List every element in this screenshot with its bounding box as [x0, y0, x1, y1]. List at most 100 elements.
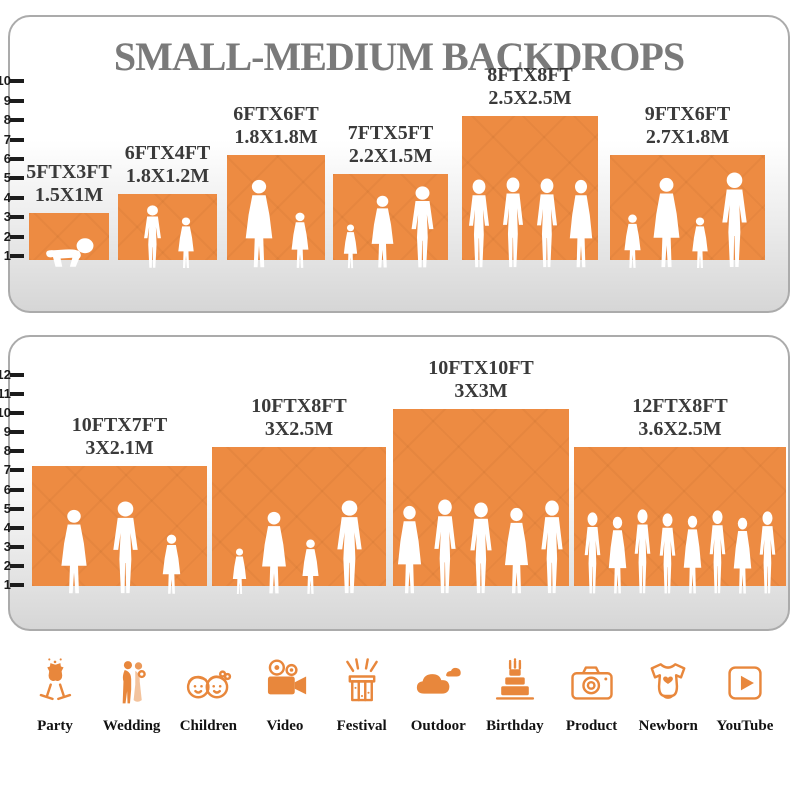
person-silhouette — [624, 214, 641, 268]
people-silhouettes — [32, 501, 207, 595]
backdrop-size-label: 10FTX10FT 3X3M — [428, 357, 534, 404]
person-silhouette — [541, 500, 563, 594]
person-silhouette — [659, 513, 676, 594]
person-silhouette — [692, 217, 708, 268]
wedding-icon — [122, 661, 146, 704]
size-ft-label: 10FTX7FT — [71, 413, 168, 436]
size-m-label: 2.2X1.5M — [348, 145, 433, 168]
backdrop-size-label: 10FTX8FT 3X2.5M — [251, 395, 347, 442]
people-silhouettes — [118, 205, 217, 269]
category-party: Party — [18, 657, 92, 735]
ruler-number: 1 — [3, 577, 11, 592]
person-silhouette — [60, 509, 87, 594]
person-silhouette — [397, 505, 422, 594]
category-children: Children — [171, 657, 245, 735]
backdrop-size-label: 9FTX6FT 2.7X1.8M — [645, 103, 731, 150]
category-label: Newborn — [638, 718, 698, 734]
ruler-number: 2 — [3, 228, 11, 244]
people-silhouettes — [610, 172, 765, 269]
youtube-icon — [728, 666, 762, 700]
category-birthday: Birthday — [478, 657, 552, 735]
ruler-tick — [10, 430, 24, 435]
person-silhouette — [245, 179, 273, 268]
size-m-label: 2.5X2.5M — [488, 87, 572, 110]
person-silhouette — [653, 177, 680, 268]
festival-icon — [345, 658, 378, 702]
person-silhouette — [162, 534, 180, 594]
ruler-number: 11 — [0, 386, 11, 401]
ruler-tick — [10, 372, 24, 377]
ruler-number: 6 — [3, 151, 11, 166]
backdrop-7ftx5ft: 7FTX5FT 2.2X1.5M — [333, 122, 448, 269]
size-panel-small: SMALL-MEDIUM BACKDROPS 1 2 3 4 5 6 7 8 9 10 5FTX3… — [0, 15, 790, 313]
person-silhouette — [112, 501, 138, 594]
size-m-label: 3X2.1M — [85, 437, 154, 460]
people-silhouettes — [29, 236, 109, 269]
person-silhouette — [143, 205, 161, 268]
size-m-label: 3.6X2.5M — [638, 418, 722, 441]
size-panel-medium: 1 2 3 4 5 6 7 8 9 10 11 12 10FTX7FT 3X2.1M 10FTX8FT… — [0, 335, 790, 631]
person-silhouette — [722, 172, 747, 268]
people-silhouettes — [227, 179, 325, 269]
baby-silhouette — [46, 238, 94, 267]
backdrop-9ftx6ft: 9FTX6FT 2.7X1.8M — [610, 103, 765, 268]
birthday-icon — [495, 658, 535, 700]
person-silhouette — [336, 500, 362, 594]
size-m-label: 1.8X1.8M — [234, 126, 318, 149]
backdrop-size-label: 8FTX8FT 2.5X2.5M — [487, 64, 573, 111]
category-product: Product — [555, 657, 629, 735]
person-silhouette — [470, 502, 492, 594]
ruler-number: 8 — [3, 443, 11, 459]
person-silhouette — [411, 186, 434, 268]
ruler-tick — [10, 118, 24, 123]
size-ft-label: 6FTX4FT — [124, 141, 211, 164]
person-silhouette — [503, 177, 523, 268]
person-silhouette — [709, 510, 726, 594]
category-youtube: YouTube — [708, 657, 782, 735]
people-silhouettes — [574, 509, 786, 595]
backdrop-6ftx6ft: 6FTX6FT 1.8X1.8M — [227, 103, 325, 268]
ruler-tick — [10, 137, 24, 142]
category-newborn: Newborn — [631, 657, 705, 735]
person-silhouette — [291, 212, 309, 268]
backdrop-size-label: 5FTX3FT 1.5X1M — [26, 161, 112, 208]
person-silhouette — [569, 179, 593, 268]
person-silhouette — [759, 511, 776, 594]
ruler-number: 1 — [3, 248, 11, 263]
backdrop-size-label: 7FTX5FT 2.2X1.5M — [348, 122, 434, 169]
ruler-tick — [10, 449, 24, 454]
ruler-tick — [10, 525, 24, 530]
ruler-tick — [10, 254, 24, 258]
ruler-tick — [10, 176, 24, 181]
people-silhouettes — [393, 499, 569, 595]
ruler-number: 4 — [3, 519, 11, 535]
person-silhouette — [634, 509, 651, 594]
category-label: Video — [266, 718, 304, 734]
person-silhouette — [584, 512, 601, 594]
person-silhouette — [301, 539, 319, 594]
ruler-number: 2 — [3, 557, 11, 573]
ruler-number: 4 — [3, 189, 11, 205]
backdrop-size-label: 6FTX4FT 1.8X1.2M — [125, 142, 211, 189]
people-silhouettes — [212, 500, 386, 595]
ruler-number: 3 — [3, 209, 11, 225]
ruler-tick — [10, 195, 24, 200]
chart-title: SMALL-MEDIUM BACKDROPS — [113, 34, 685, 79]
category-video: Video — [248, 657, 322, 735]
ruler-tick — [10, 234, 24, 239]
size-ft-label: 8FTX8FT — [487, 63, 573, 86]
person-silhouette — [371, 195, 394, 268]
person-silhouette — [232, 548, 246, 595]
size-m-label: 2.7X1.8M — [645, 126, 730, 149]
backdrop-size-label: 12FTX8FT 3.6X2.5M — [632, 395, 728, 442]
backdrop-10ftx10ft: 10FTX10FT 3X3M — [393, 357, 569, 594]
person-silhouette — [261, 511, 286, 594]
size-ft-label: 10FTX10FT — [428, 356, 534, 379]
people-silhouettes — [462, 177, 598, 269]
ruler-number: 12 — [0, 366, 11, 382]
children-icon — [187, 670, 232, 699]
person-silhouette — [434, 499, 456, 594]
category-label: YouTube — [716, 718, 774, 734]
ruler-tick — [10, 487, 24, 492]
backdrop-12ftx8ft: 12FTX8FT 3.6X2.5M — [574, 395, 786, 594]
